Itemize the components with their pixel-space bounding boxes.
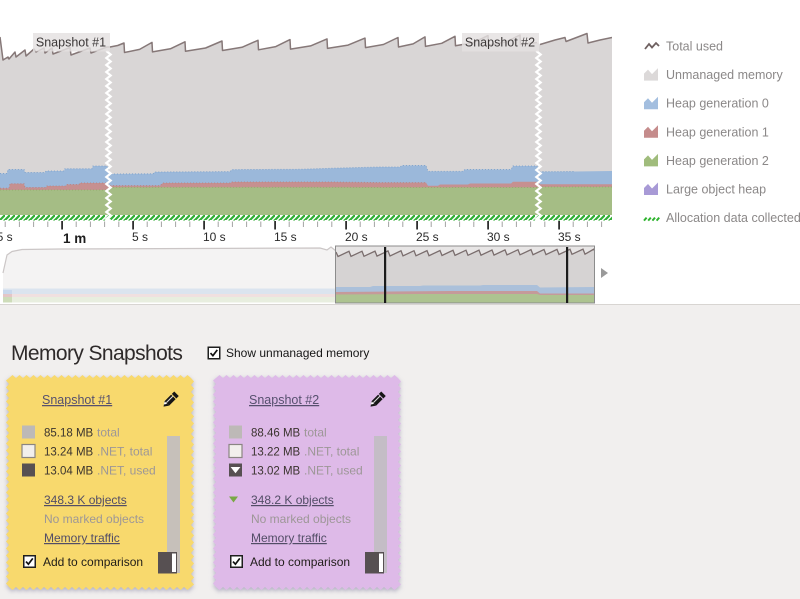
svg-text:88.46 MB: 88.46 MB (251, 428, 301, 440)
svg-text:13.24 MB: 13.24 MB (44, 447, 94, 459)
svg-text:Heap generation 1: Heap generation 1 (666, 125, 769, 139)
svg-text:No marked objects: No marked objects (44, 512, 144, 526)
svg-text:Heap generation 0: Heap generation 0 (666, 97, 769, 111)
svg-text:13.04 MB: 13.04 MB (44, 466, 94, 478)
svg-text:Snapshot #2: Snapshot #2 (249, 393, 319, 407)
svg-text:Snapshot #1: Snapshot #1 (36, 36, 106, 50)
svg-text:No marked objects: No marked objects (251, 512, 351, 526)
svg-text:Unmanaged memory: Unmanaged memory (666, 68, 783, 82)
svg-text:Allocation data collected: Allocation data collected (666, 211, 800, 225)
svg-text:35 s: 35 s (558, 230, 581, 244)
svg-text:Add to comparison: Add to comparison (250, 555, 350, 569)
svg-text:1 m: 1 m (63, 231, 86, 245)
svg-text:10 s: 10 s (203, 230, 226, 244)
svg-text:348.2 K objects: 348.2 K objects (251, 493, 334, 507)
svg-text:Snapshot #1: Snapshot #1 (42, 393, 112, 407)
svg-text:15 s: 15 s (274, 230, 297, 244)
svg-text:Large object heap: Large object heap (666, 183, 766, 197)
svg-text:20 s: 20 s (345, 230, 368, 244)
svg-text:Heap generation 2: Heap generation 2 (666, 154, 769, 168)
svg-text:25 s: 25 s (416, 230, 439, 244)
svg-text:.NET, used: .NET, used (304, 464, 363, 478)
svg-text:13.02 MB: 13.02 MB (251, 466, 301, 478)
svg-text:total: total (304, 426, 327, 440)
svg-text:Add to comparison: Add to comparison (43, 555, 143, 569)
svg-text:13.22 MB: 13.22 MB (251, 447, 301, 459)
svg-text:.NET, total: .NET, total (304, 445, 359, 459)
svg-text:.NET, total: .NET, total (97, 445, 152, 459)
svg-text:348.3 K objects: 348.3 K objects (44, 493, 127, 507)
svg-text:.NET, used: .NET, used (97, 464, 156, 478)
svg-text:Memory traffic: Memory traffic (251, 531, 327, 545)
svg-text:total: total (97, 426, 120, 440)
svg-text:85.18 MB: 85.18 MB (44, 428, 94, 440)
svg-text:30 s: 30 s (487, 230, 510, 244)
svg-text:Memory traffic: Memory traffic (44, 531, 120, 545)
svg-text:5 s: 5 s (132, 230, 148, 244)
svg-text:Snapshot #2: Snapshot #2 (465, 36, 535, 50)
svg-text:55 s: 55 s (0, 230, 13, 244)
svg-text:Total used: Total used (666, 40, 723, 54)
